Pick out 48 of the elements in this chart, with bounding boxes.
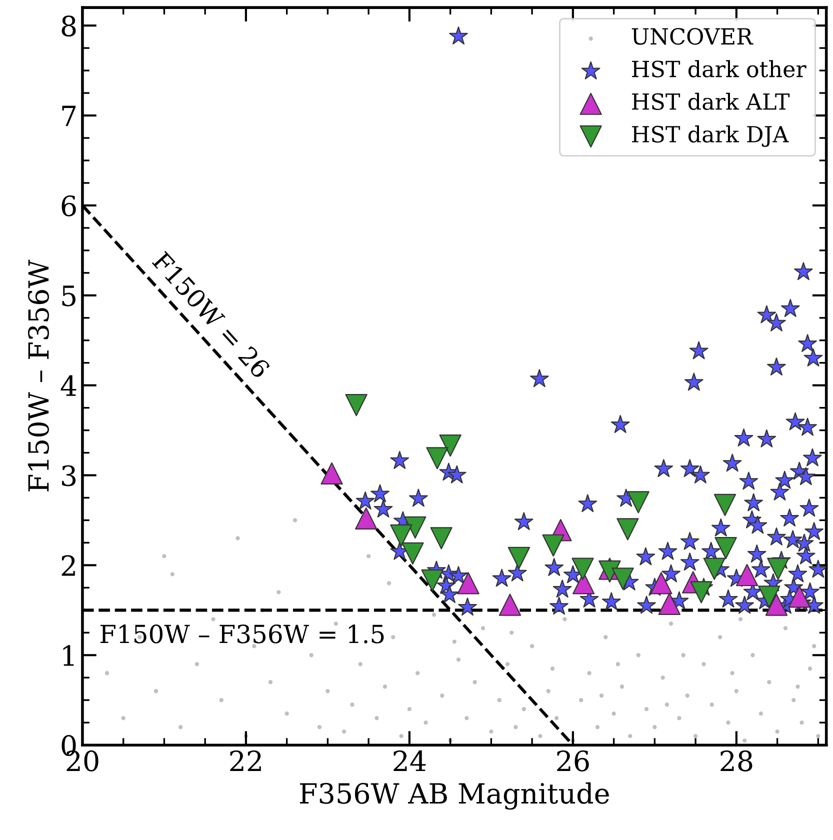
point — [402, 542, 424, 565]
legend-label: HST dark DJA — [632, 125, 789, 147]
point — [390, 524, 412, 547]
point — [457, 572, 480, 594]
y-tick-label: 4 — [60, 375, 76, 396]
y-tick-label: 8 — [62, 15, 76, 36]
point — [498, 594, 522, 616]
point — [767, 558, 790, 580]
point — [508, 546, 530, 570]
y-tick-label: 5 — [62, 286, 76, 306]
point — [439, 434, 462, 457]
point — [690, 581, 712, 604]
point — [404, 516, 426, 539]
ref-line-label: F150W – F356W = 1.5 — [100, 624, 384, 644]
legend-label: HST dark ALT — [632, 92, 790, 110]
y-tick-label: 1 — [63, 645, 74, 666]
y-tick-label: 3 — [62, 465, 76, 486]
point — [572, 558, 594, 580]
point — [616, 518, 639, 540]
point — [703, 558, 726, 580]
point — [430, 527, 452, 550]
y-tick-label: 7 — [62, 106, 76, 126]
point — [788, 586, 810, 608]
point — [355, 507, 378, 530]
y-tick-label: 2 — [62, 555, 75, 576]
point — [421, 569, 444, 592]
x-axis-title: F356W AB Magnitude — [300, 782, 609, 810]
point — [765, 594, 788, 616]
point — [658, 592, 680, 615]
y-axis-title: F150W – F356W — [28, 260, 49, 492]
point — [758, 586, 780, 608]
point — [736, 564, 758, 586]
point — [714, 537, 737, 560]
point — [627, 491, 650, 514]
point — [320, 462, 343, 485]
y-tick-label: 6 — [62, 195, 76, 216]
x-tick-label: 22 — [230, 750, 261, 772]
x-tick-label: 26 — [557, 750, 589, 772]
x-tick-label: 28 — [720, 750, 752, 772]
x-tick-label: 24 — [394, 750, 426, 772]
point — [612, 568, 634, 590]
point — [650, 572, 672, 594]
point — [714, 494, 736, 516]
legend-label: HST dark other — [632, 60, 806, 78]
point — [345, 394, 368, 416]
point — [426, 447, 448, 470]
legend-label: UNCOVER — [632, 28, 754, 45]
point — [542, 534, 564, 556]
